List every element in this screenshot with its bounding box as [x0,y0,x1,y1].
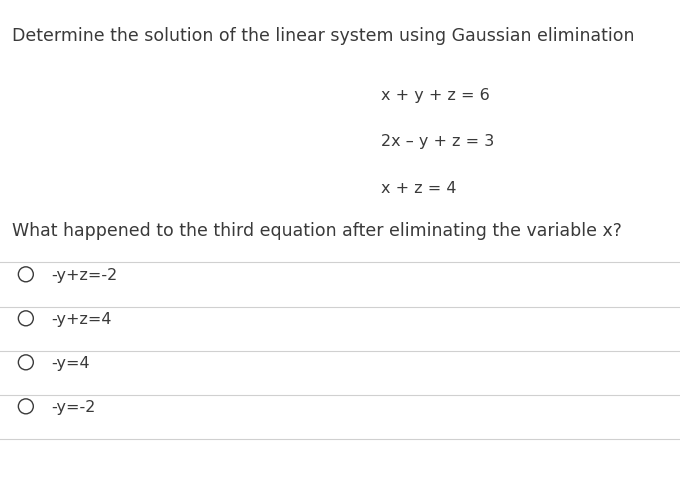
Text: What happened to the third equation after eliminating the variable x?: What happened to the third equation afte… [12,222,622,240]
Text: x + y + z = 6: x + y + z = 6 [381,88,490,103]
Text: 2x – y + z = 3: 2x – y + z = 3 [381,134,494,149]
Text: -y+z=-2: -y+z=-2 [51,267,117,282]
Text: -y+z=4: -y+z=4 [51,311,112,326]
Text: Determine the solution of the linear system using Gaussian elimination: Determine the solution of the linear sys… [12,27,634,45]
Text: x + z = 4: x + z = 4 [381,181,456,196]
Text: -y=-2: -y=-2 [51,399,95,414]
Text: -y=4: -y=4 [51,355,90,370]
